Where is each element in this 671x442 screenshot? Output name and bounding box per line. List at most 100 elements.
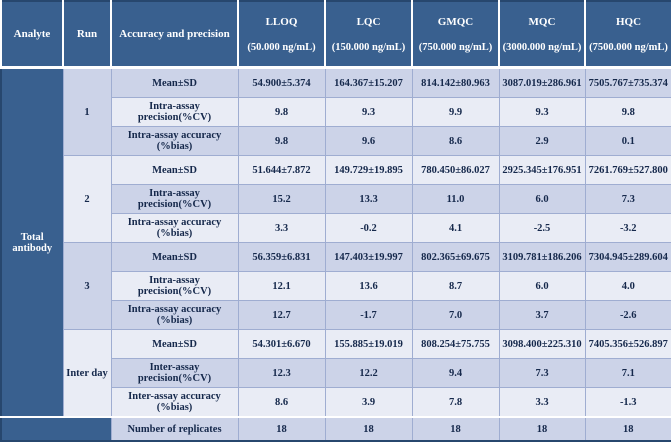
table-row: Inter day Mean±SD 54.301±6.670 155.885±1… (1, 329, 671, 418)
value-cell: 51.644±7.872 (237, 155, 326, 185)
value-cell: 3.3 (237, 213, 326, 243)
header-lloq: LLOQ (50.000 ng/mL) (237, 1, 326, 69)
value-cell: 15.2 (237, 184, 326, 214)
mqc-conc: (3000.000 ng/mL) (502, 41, 582, 53)
value-cell: 18 (237, 416, 326, 442)
value-cell: -1.7 (324, 300, 413, 330)
metric-label: Inter-assay accuracy (%bias) (110, 387, 239, 418)
value-cell: 9.9 (411, 97, 500, 127)
table-row: 3 Mean±SD 56.359±6.831 147.403±19.997 80… (1, 242, 671, 330)
table-row: Total antibody 1 Mean±SD 54.900±5.374 16… (0, 67, 671, 418)
run-3-cell: 3 (62, 242, 112, 330)
table-row: Intra-assay accuracy (%bias) 3.3 -0.2 4.… (1, 213, 671, 243)
value-cell: 12.2 (324, 358, 413, 388)
run-2-cell: 2 (62, 155, 112, 243)
header-hqc: HQC (7500.000 ng/mL) (584, 1, 671, 69)
header-lqc: LQC (150.000 ng/mL) (324, 1, 413, 69)
value-cell: 2.9 (498, 126, 586, 156)
value-cell: 9.8 (237, 126, 326, 156)
value-cell: 7.3 (498, 358, 586, 388)
gmqc-conc: (750.000 ng/mL) (418, 41, 493, 53)
value-cell: 9.8 (584, 97, 671, 127)
table-row: Inter-assay precision(%CV) 12.3 12.2 9.4… (1, 358, 671, 388)
value-cell: 12.1 (237, 271, 326, 301)
value-cell: 9.6 (324, 126, 413, 156)
value-cell: 7.8 (411, 387, 500, 418)
value-cell: 802.365±69.675 (411, 242, 500, 272)
metric-label: Number of replicates (110, 416, 239, 442)
value-cell: 11.0 (411, 184, 500, 214)
value-cell: 13.3 (324, 184, 413, 214)
metric-label: Intra-assay accuracy (%bias) (110, 213, 239, 243)
value-cell: 8.7 (411, 271, 500, 301)
table-row: Intra-assay accuracy (%bias) 9.8 9.6 8.6… (1, 126, 671, 156)
value-cell: 8.6 (237, 387, 326, 418)
value-cell: 814.142±80.963 (411, 67, 500, 98)
metric-label: Mean±SD (110, 329, 239, 359)
metric-label: Intra-assay precision(%CV) (110, 97, 239, 127)
value-cell: -2.5 (498, 213, 586, 243)
value-cell: 4.0 (584, 271, 671, 301)
value-cell: 18 (498, 416, 586, 442)
lloq-name: LLOQ (265, 15, 298, 28)
analyte-cell: Total antibody (0, 67, 64, 418)
value-cell: 18 (411, 416, 500, 442)
value-cell: 9.3 (498, 97, 586, 127)
metric-label: Mean±SD (110, 67, 239, 98)
value-cell: -2.6 (584, 300, 671, 330)
value-cell: 7.3 (584, 184, 671, 214)
value-cell: -1.3 (584, 387, 671, 418)
value-cell: 147.403±19.997 (324, 242, 413, 272)
value-cell: 3.3 (498, 387, 586, 418)
value-cell: 6.0 (498, 184, 586, 214)
header-row: Analyte Run Accuracy and precision LLOQ … (0, 1, 671, 69)
value-cell: 0.1 (584, 126, 671, 156)
lqc-name: LQC (356, 15, 381, 28)
table-row: Intra-assay precision(%CV) 9.8 9.3 9.9 9… (1, 97, 671, 127)
metric-label: Intra-assay accuracy (%bias) (110, 300, 239, 330)
value-cell: 7405.356±526.897 (584, 329, 671, 359)
value-cell: 18 (584, 416, 671, 442)
value-cell: 9.8 (237, 97, 326, 127)
value-cell: 808.254±75.755 (411, 329, 500, 359)
value-cell: 6.0 (498, 271, 586, 301)
value-cell: 9.3 (324, 97, 413, 127)
gmqc-name: GMQC (437, 15, 474, 28)
value-cell: 7261.769±527.800 (584, 155, 671, 185)
header-mqc: MQC (3000.000 ng/mL) (498, 1, 586, 69)
value-cell: 7505.767±735.374 (584, 67, 671, 98)
value-cell: 3087.019±286.961 (498, 67, 586, 98)
value-cell: 780.450±86.027 (411, 155, 500, 185)
table-row: Inter-assay accuracy (%bias) 8.6 3.9 7.8… (1, 387, 671, 418)
value-cell: 54.900±5.374 (237, 67, 326, 98)
header-gmqc: GMQC (750.000 ng/mL) (411, 1, 500, 69)
value-cell: 7304.945±289.604 (584, 242, 671, 272)
value-cell: 3.7 (498, 300, 586, 330)
value-cell: 54.301±6.670 (237, 329, 326, 359)
value-cell: 8.6 (411, 126, 500, 156)
value-cell: 3098.400±225.310 (498, 329, 586, 359)
lqc-conc: (150.000 ng/mL) (331, 41, 406, 53)
metric-label: Inter-assay precision(%CV) (110, 358, 239, 388)
replicates-row: Number of replicates 18 18 18 18 18 (0, 416, 671, 442)
value-cell: 18 (324, 416, 413, 442)
value-cell: 3.9 (324, 387, 413, 418)
run-1-cell: 1 (62, 67, 112, 156)
value-cell: 12.7 (237, 300, 326, 330)
mqc-name: MQC (528, 15, 556, 28)
value-cell: 56.359±6.831 (237, 242, 326, 272)
metric-label: Intra-assay accuracy (%bias) (110, 126, 239, 156)
value-cell: -3.2 (584, 213, 671, 243)
value-cell: -0.2 (324, 213, 413, 243)
value-cell: 155.885±19.019 (324, 329, 413, 359)
header-run: Run (62, 1, 112, 69)
value-cell: 4.1 (411, 213, 500, 243)
lloq-conc: (50.000 ng/mL) (247, 41, 316, 53)
value-cell: 7.1 (584, 358, 671, 388)
value-cell: 2925.345±176.951 (498, 155, 586, 185)
value-cell: 9.4 (411, 358, 500, 388)
table-row: Intra-assay accuracy (%bias) 12.7 -1.7 7… (1, 300, 671, 330)
header-analyte: Analyte (0, 1, 64, 69)
